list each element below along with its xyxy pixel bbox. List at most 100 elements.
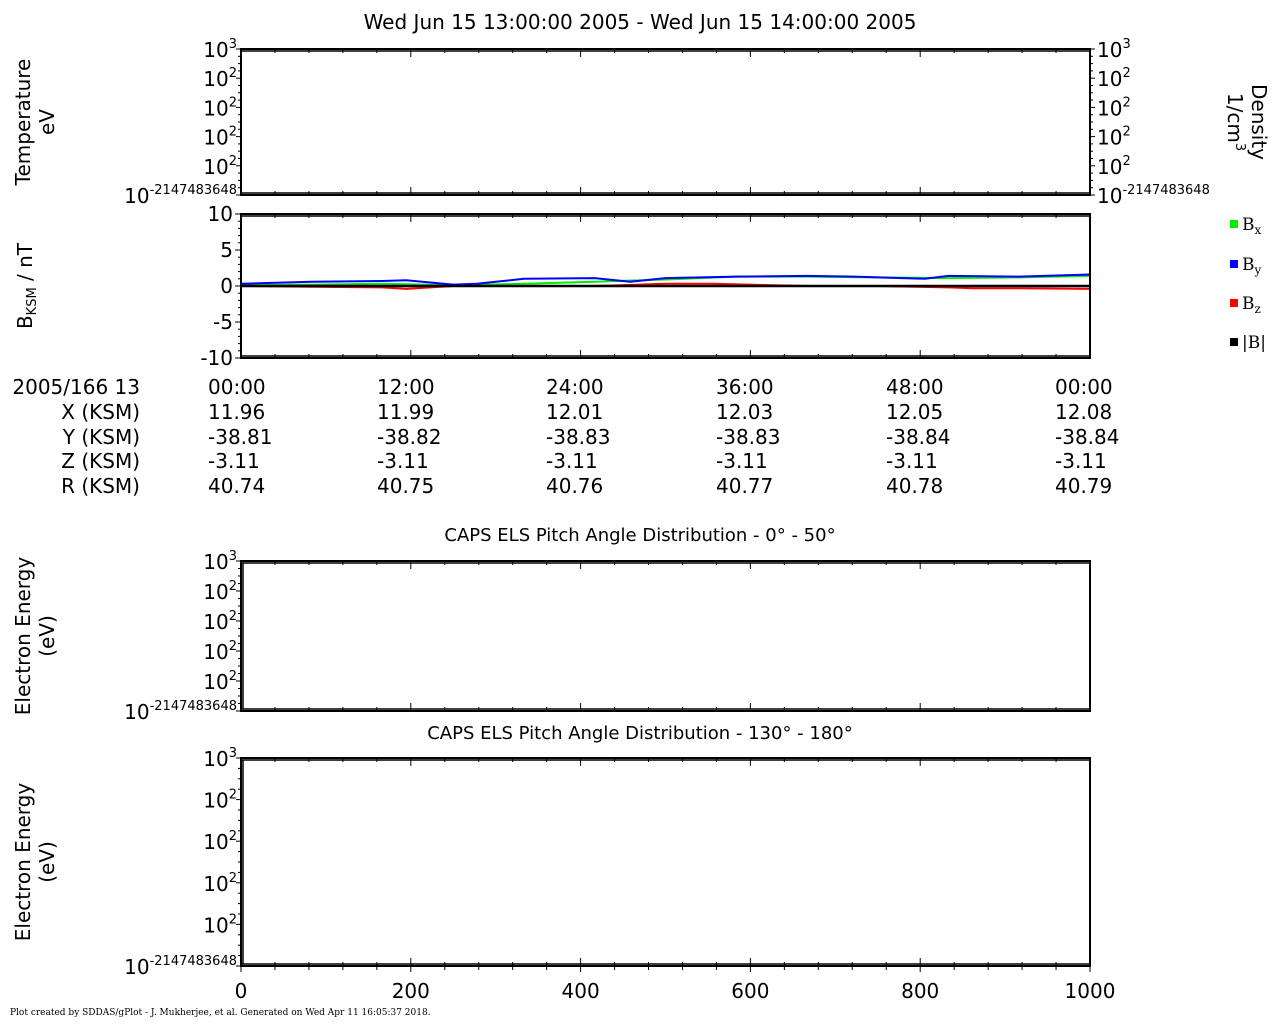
legend-label: Bx <box>1242 215 1262 237</box>
pad-130-180-x-tick-label: 600 <box>731 979 769 1003</box>
legend-swatch <box>1230 260 1238 268</box>
pad-130-180-y-tick-label: 102 <box>203 871 237 896</box>
ephemeris-cell: 12.05 <box>886 400 943 424</box>
magnetic-field-y-tick-label: 10 <box>208 202 233 226</box>
magnetic-field-y-ticks: -10 -5 0 5 10 <box>200 202 241 370</box>
ephemeris-cell: -38.84 <box>886 425 950 449</box>
pad-130-180-y-ticks: 10-2147483648 102 102 102 102 103 <box>124 746 241 979</box>
ephemeris-cell: -38.84 <box>1055 425 1119 449</box>
series-line-y <box>240 273 1091 286</box>
pad-130-180-frame <box>240 757 1091 967</box>
pad-130-180-x-tick-label: 0 <box>235 979 248 1003</box>
ephemeris-cell: 40.75 <box>377 474 434 498</box>
ephemeris-table: 2005/166 13 00:00 12:00 24:00 36:00 48:00 00:0… <box>12 375 1119 498</box>
ephemeris-cell: 40.79 <box>1055 474 1112 498</box>
panel-temperature: 10-2147483648 102 102 102 102 103 10-21474836… <box>11 37 1271 208</box>
pad-0-50-y-tick-label: 103 <box>203 549 237 574</box>
ephemeris-row-label: R (KSM) <box>61 474 140 498</box>
ephemeris-cell: 00:00 <box>1055 375 1113 399</box>
ephemeris-cell: -38.81 <box>208 425 272 449</box>
magnetic-field-y-tick-label: 0 <box>220 274 233 298</box>
density-y-tick-label: 103 <box>1097 37 1131 62</box>
pad-0-50-title: CAPS ELS Pitch Angle Distribution - 0° -… <box>444 525 835 546</box>
ephemeris-cell: -3.11 <box>1055 449 1107 473</box>
series-line-z <box>240 282 1091 290</box>
ephemeris-cell: 40.77 <box>716 474 773 498</box>
magnetic-field-y-label: BKSM / nT <box>13 242 40 329</box>
pad-130-180-x-ticks: 0 200 400 600 800 1000 <box>235 758 1116 1003</box>
plot-credit: Plot created by SDDAS/gPlot - J. Mukherj… <box>10 1008 431 1018</box>
temperature-y-tick-label: 103 <box>203 37 237 62</box>
pad-130-180-title: CAPS ELS Pitch Angle Distribution - 130°… <box>427 723 853 744</box>
temperature-y-label: Temperature <box>11 59 35 187</box>
temperature-y-tick-label: 102 <box>203 95 237 120</box>
legend-swatch <box>1230 299 1238 307</box>
pad-0-50-y-unit: (eV) <box>35 615 59 657</box>
temperature-y-unit: eV <box>35 109 59 135</box>
ephemeris-row-label: 2005/166 13 <box>12 375 140 399</box>
legend-label: |B| <box>1242 333 1266 353</box>
magnetic-field-x-ticks <box>240 214 1091 358</box>
density-y-tick-label: 102 <box>1097 125 1131 150</box>
magnetic-field-y-tick-label: 5 <box>220 238 233 262</box>
ephemeris-row-label: Y (KSM) <box>62 425 140 449</box>
ephemeris-row-label: X (KSM) <box>61 400 140 424</box>
panel-magnetic-field: -10 -5 0 5 10 BKSM / nT Bx By Bz |B| <box>13 202 1266 370</box>
ephemeris-cell: -38.83 <box>546 425 610 449</box>
magnetic-field-legend: Bx By Bz |B| <box>1230 215 1266 353</box>
magnetic-field-y-tick-label: -5 <box>213 310 233 334</box>
pad-130-180-y-tick-label: 10-2147483648 <box>124 954 237 979</box>
ephemeris-cell: -3.11 <box>208 449 260 473</box>
pad-130-180-x-tick-label: 1000 <box>1065 979 1116 1003</box>
pad-130-180-y-tick-label: 103 <box>203 746 237 771</box>
ephemeris-cell: 40.76 <box>546 474 603 498</box>
pad-0-50-y-label: Electron Energy <box>11 557 35 716</box>
temperature-y-tick-label: 102 <box>203 125 237 150</box>
ephemeris-cell: -38.83 <box>716 425 780 449</box>
temperature-y-tick-label: 10-2147483648 <box>124 183 237 208</box>
pad-130-180-x-tick-label: 200 <box>392 979 430 1003</box>
series-line-x <box>240 274 1091 287</box>
ephemeris-cell: -3.11 <box>716 449 768 473</box>
pad-130-180-y-unit: (eV) <box>35 841 59 883</box>
ephemeris-cell: 12:00 <box>377 375 435 399</box>
panel-pad-0-50: CAPS ELS Pitch Angle Distribution - 0° -… <box>11 525 1091 724</box>
pad-0-50-y-ticks: 10-2147483648 102 102 102 102 103 <box>124 549 241 724</box>
pad-0-50-y-tick-label: 10-2147483648 <box>124 699 237 724</box>
ephemeris-cell: 24:00 <box>546 375 604 399</box>
ephemeris-cell: 11.96 <box>208 400 265 424</box>
ephemeris-row-label: Z (KSM) <box>61 449 140 473</box>
ephemeris-cell: -3.11 <box>546 449 598 473</box>
ephemeris-cell: 00:00 <box>208 375 266 399</box>
ephemeris-cell: 12.03 <box>716 400 773 424</box>
density-y-label: Density <box>1247 84 1271 160</box>
temperature-y-tick-label: 102 <box>203 66 237 91</box>
pad-130-180-y-tick-label: 102 <box>203 829 237 854</box>
magnetic-field-y-tick-label: -10 <box>200 346 233 370</box>
panel-pad-130-180: CAPS ELS Pitch Angle Distribution - 130°… <box>11 723 1115 1003</box>
legend-swatch <box>1230 220 1238 228</box>
pad-0-50-y-tick-label: 102 <box>203 639 237 664</box>
ephemeris-cell: -3.11 <box>886 449 938 473</box>
pad-130-180-y-tick-label: 102 <box>203 912 237 937</box>
density-y-tick-label: 102 <box>1097 154 1131 179</box>
pad-0-50-y-tick-label: 102 <box>203 579 237 604</box>
ephemeris-cell: -3.11 <box>377 449 429 473</box>
density-y-tick-label: 10-2147483648 <box>1097 183 1210 208</box>
pad-130-180-y-label: Electron Energy <box>11 783 35 942</box>
density-y-tick-label: 102 <box>1097 95 1131 120</box>
ephemeris-cell: 12.01 <box>546 400 603 424</box>
pad-0-50-y-tick-label: 102 <box>203 669 237 694</box>
pad-130-180-x-tick-label: 400 <box>562 979 600 1003</box>
figure-title: Wed Jun 15 13:00:00 2005 - Wed Jun 15 14… <box>364 10 917 34</box>
temperature-y-ticks: 10-2147483648 102 102 102 102 103 <box>124 37 241 208</box>
legend-label: Bz <box>1242 294 1261 316</box>
pad-130-180-x-tick-label: 800 <box>901 979 939 1003</box>
ephemeris-cell: 11.99 <box>377 400 434 424</box>
ephemeris-cell: 36:00 <box>716 375 774 399</box>
temperature-y-tick-label: 102 <box>203 154 237 179</box>
ephemeris-cell: -38.82 <box>377 425 441 449</box>
legend-swatch <box>1230 338 1238 346</box>
pad-0-50-x-ticks <box>240 561 1091 711</box>
